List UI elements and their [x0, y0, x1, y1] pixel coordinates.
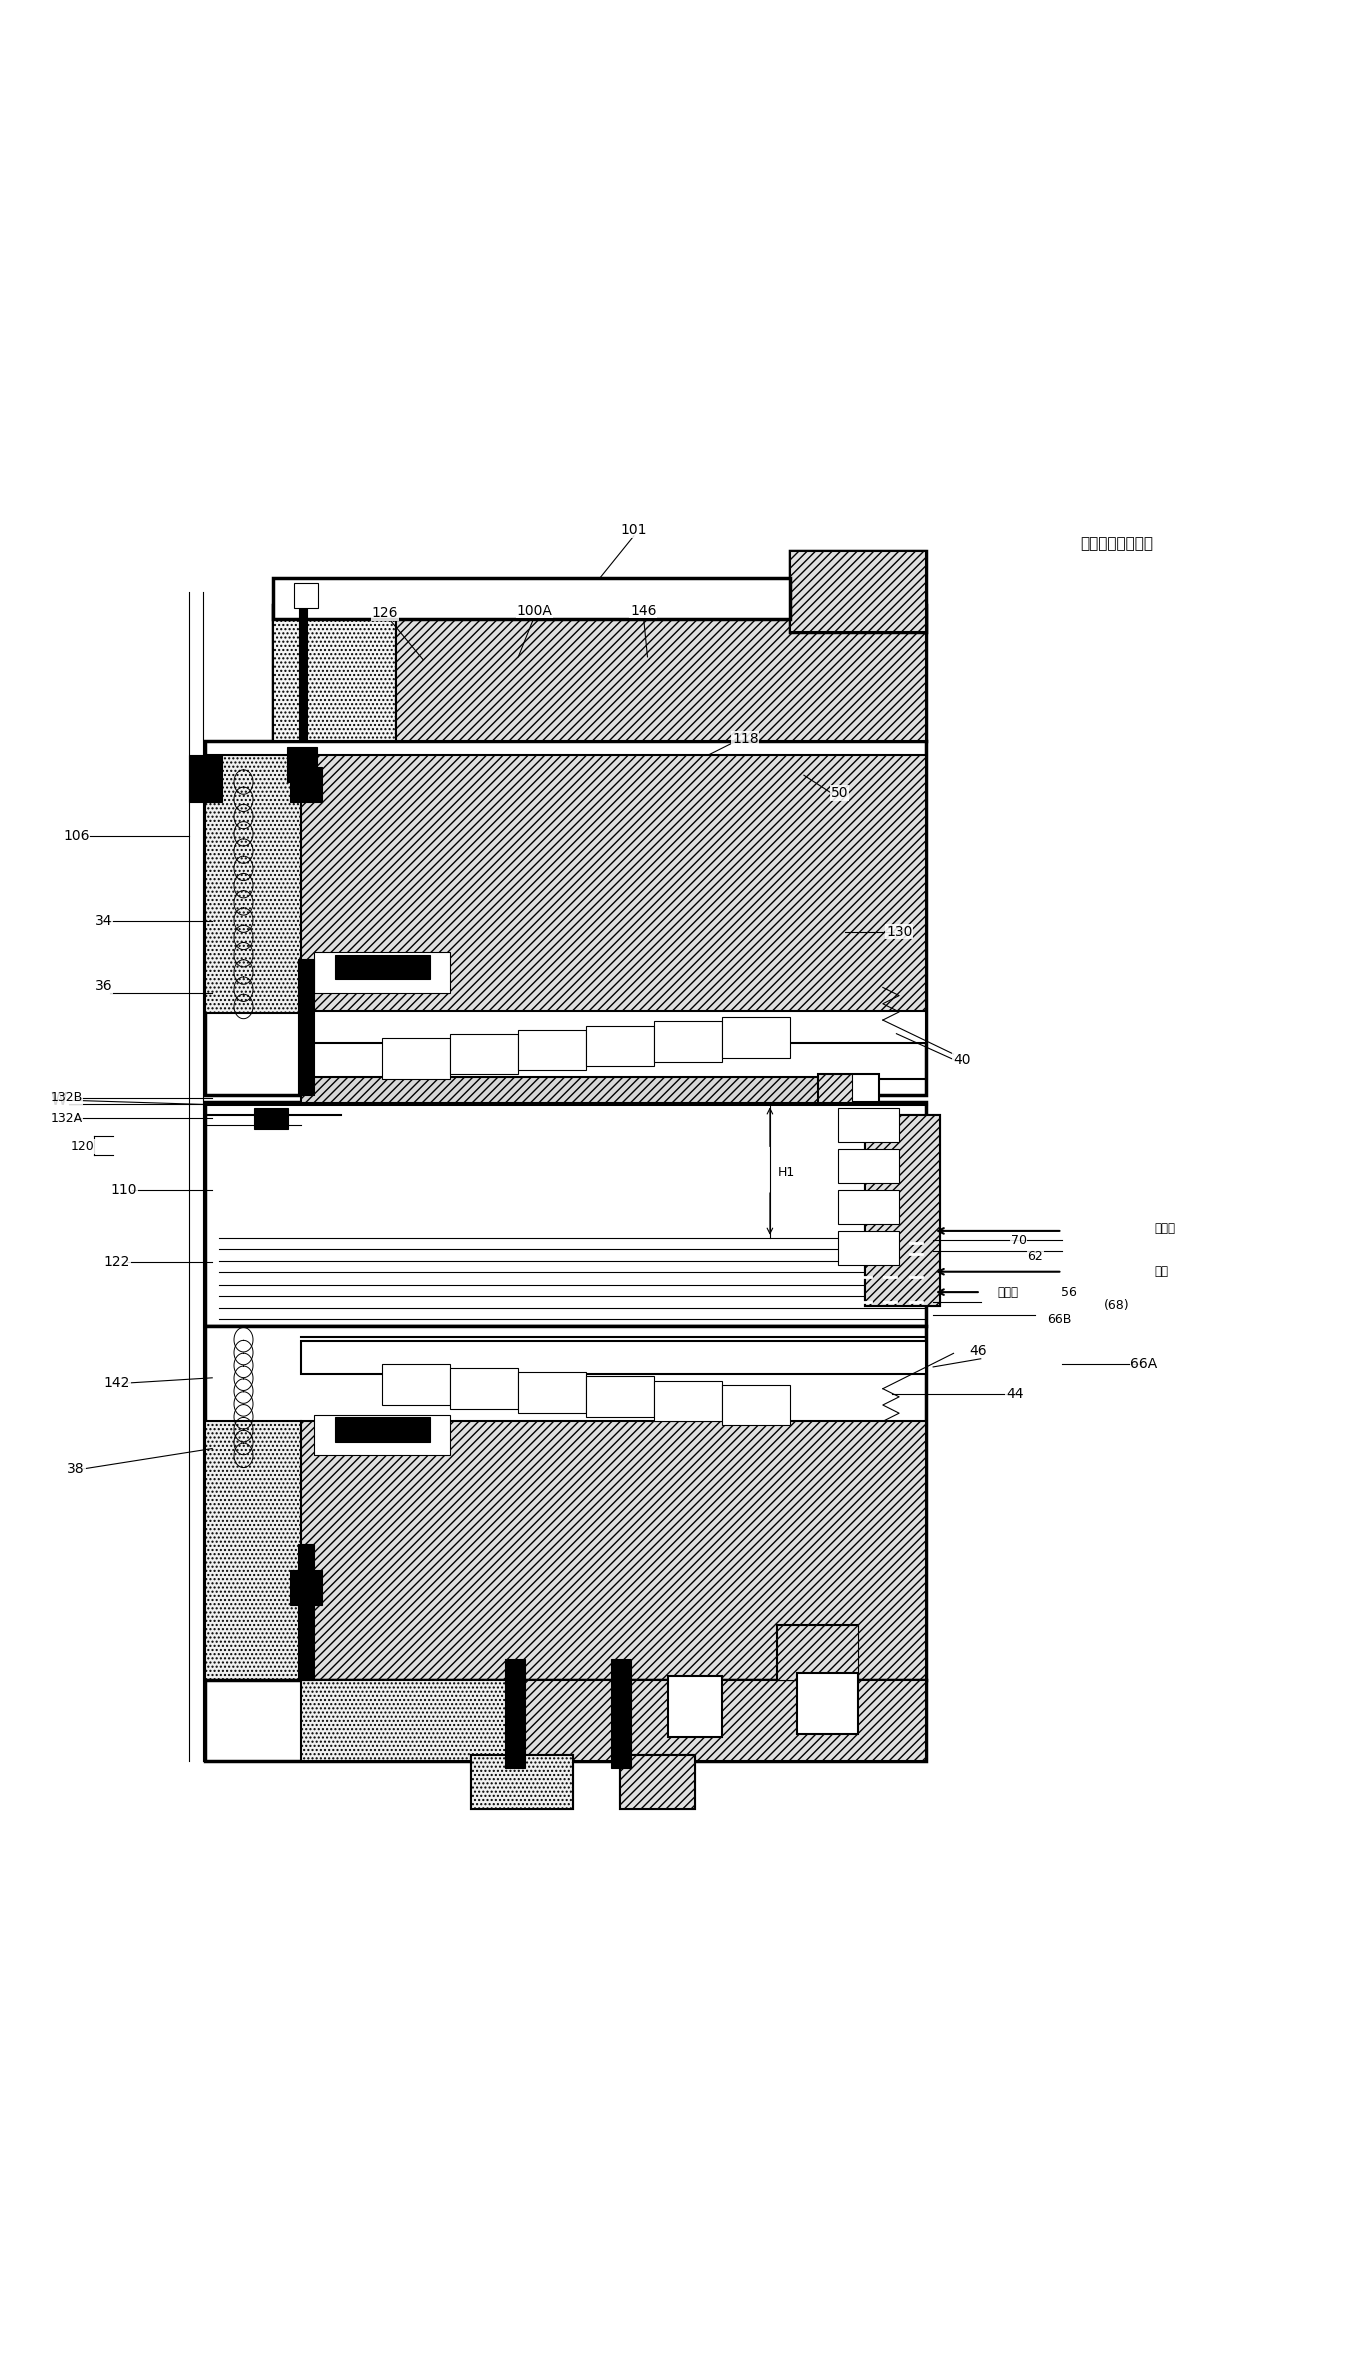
Bar [288, 746, 318, 781]
Bar [838, 1108, 900, 1144]
Bar [518, 1031, 586, 1071]
Text: 66A: 66A [1130, 1358, 1157, 1372]
Bar [818, 1075, 852, 1101]
Bar [335, 955, 429, 979]
Text: 38: 38 [67, 1461, 85, 1475]
Text: H1: H1 [778, 1167, 795, 1179]
Bar [294, 584, 319, 607]
Text: 130: 130 [886, 925, 912, 939]
Bar [620, 1755, 695, 1809]
Bar [274, 605, 927, 741]
Bar [620, 1755, 695, 1809]
Bar [206, 1327, 927, 1680]
Bar [818, 1075, 879, 1101]
Bar [315, 1414, 450, 1457]
Bar [722, 1016, 791, 1059]
Text: 66B: 66B [1047, 1313, 1071, 1325]
Bar [189, 755, 222, 802]
Text: 62: 62 [1028, 1249, 1043, 1264]
Text: 126: 126 [372, 607, 398, 621]
Bar [611, 1659, 631, 1767]
Text: 36: 36 [94, 979, 112, 993]
Text: 50: 50 [830, 786, 848, 800]
Bar [518, 1372, 586, 1414]
Bar [668, 1675, 722, 1737]
Bar [206, 1101, 927, 1327]
Bar [290, 1569, 323, 1605]
Bar [335, 1417, 429, 1442]
Text: 132A: 132A [50, 1111, 83, 1125]
Text: 56: 56 [1062, 1285, 1077, 1299]
Bar [315, 953, 450, 993]
Bar [382, 1038, 450, 1078]
Bar [777, 1626, 859, 1680]
Bar [301, 1421, 927, 1680]
Text: W: W [50, 1092, 67, 1108]
Text: 100A: 100A [517, 605, 552, 616]
Bar [838, 1191, 900, 1224]
Bar [274, 579, 791, 619]
Text: 冷却剤: 冷却剤 [998, 1285, 1018, 1299]
Bar [518, 1680, 927, 1762]
Bar [722, 1384, 791, 1426]
Bar [206, 1680, 927, 1762]
Bar [301, 1078, 845, 1101]
Text: 冷却剤: 冷却剤 [1154, 1221, 1176, 1235]
Bar [274, 605, 395, 741]
Text: 40: 40 [953, 1052, 970, 1066]
Bar [654, 1381, 722, 1421]
Bar [301, 1078, 845, 1101]
Text: 101: 101 [620, 522, 647, 536]
Bar [382, 1365, 450, 1405]
Bar [301, 1680, 518, 1762]
Text: 70: 70 [1011, 1233, 1026, 1247]
Text: 118: 118 [732, 732, 759, 746]
Bar [470, 1755, 572, 1809]
Text: 46: 46 [969, 1344, 987, 1358]
Bar [791, 551, 927, 633]
Bar [298, 960, 315, 1094]
Text: 120: 120 [71, 1141, 95, 1153]
Bar [797, 1673, 859, 1734]
Bar [866, 1115, 940, 1306]
Bar [300, 605, 308, 741]
Text: 106: 106 [63, 831, 90, 842]
Bar [504, 1659, 525, 1767]
Text: 气体: 气体 [1154, 1266, 1169, 1278]
Bar [586, 1026, 654, 1066]
Bar [206, 755, 301, 1014]
Bar [791, 551, 927, 633]
Text: 110: 110 [110, 1184, 138, 1198]
Text: 122: 122 [104, 1254, 131, 1268]
Text: 44: 44 [1006, 1388, 1024, 1400]
Bar [395, 605, 927, 741]
Text: 132B: 132B [50, 1092, 83, 1104]
Bar [206, 1421, 301, 1680]
Bar [450, 1033, 518, 1075]
Bar [838, 1148, 900, 1184]
Bar [290, 767, 323, 802]
Bar [301, 755, 927, 1014]
Bar [866, 1115, 940, 1306]
Bar [450, 1369, 518, 1409]
Text: 142: 142 [104, 1377, 131, 1391]
Bar [777, 1626, 859, 1680]
Bar [470, 1755, 572, 1809]
Bar [301, 1009, 927, 1042]
Bar [255, 1108, 289, 1129]
Bar [654, 1021, 722, 1061]
Text: 「一般変変实例」: 「一般変変实例」 [1081, 536, 1153, 551]
Bar [838, 1231, 900, 1266]
Text: 146: 146 [630, 605, 657, 616]
Bar [206, 741, 927, 1094]
Bar [586, 1377, 654, 1417]
Text: 34: 34 [94, 913, 112, 927]
Bar [298, 1544, 315, 1680]
Text: (68): (68) [1104, 1299, 1130, 1313]
Bar [301, 1341, 927, 1374]
